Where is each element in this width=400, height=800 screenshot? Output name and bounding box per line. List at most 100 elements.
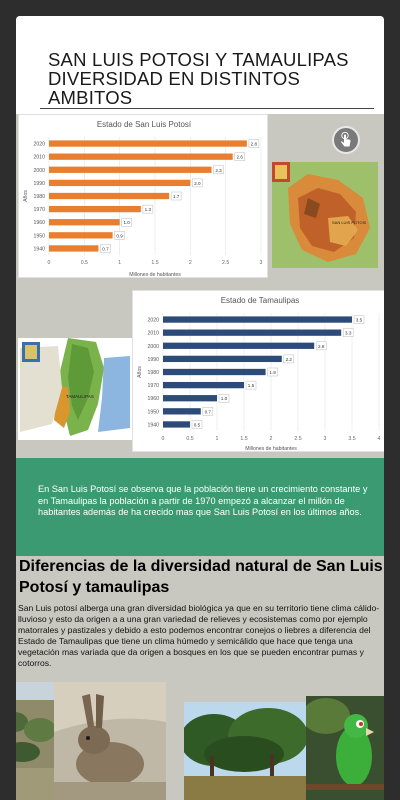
slp-category-label: 2000 — [33, 168, 45, 174]
slp-data-label: 1.3 — [145, 207, 152, 212]
tam-category-label: 2020 — [147, 318, 159, 324]
touch-icon-button[interactable] — [332, 126, 360, 154]
diversity-heading: Diferencias de la diversidad natural de … — [19, 558, 383, 596]
tam-category-label: 1960 — [147, 396, 159, 402]
tam-x-tick-label: 3.5 — [348, 436, 355, 442]
slp-population-chart: Estado de San Luis Potosí 0 0.5 1 1.5 2 2.5 3 Mi… — [18, 114, 268, 278]
tam-category-label: 1990 — [147, 357, 159, 363]
slp-x-axis-label: Millones de habitantes — [129, 272, 181, 278]
tam-x-tick-label: 1 — [216, 436, 219, 442]
tam-x-tick-label: 4 — [378, 436, 381, 442]
slp-bar — [49, 140, 247, 147]
slp-category-label: 1980 — [33, 194, 45, 200]
slp-data-label: 2.3 — [215, 168, 222, 173]
slp-x-tick-label: 0 — [48, 260, 51, 266]
tam-x-axis-label: Millones de habitantes — [245, 446, 297, 452]
slp-x-tick-label: 1.5 — [151, 260, 158, 266]
tamaulipas-population-chart: Estado de Tamaulipas 0 0.5 1 1.5 2 2.5 3 3.5 4 Mil… — [132, 290, 384, 452]
slp-x-tick-label: 0.5 — [81, 260, 88, 266]
slp-data-label: 2.0 — [194, 181, 201, 186]
tam-x-tick-label: 3 — [324, 436, 327, 442]
tam-category-label: 1980 — [147, 370, 159, 376]
title-divider — [40, 108, 374, 109]
summary-text: En San Luis Potosí se observa que la pob… — [38, 484, 368, 517]
tam-data-label: 3.5 — [356, 318, 363, 323]
tam-data-label-box — [245, 380, 257, 390]
tam-x-tick-label: 0.5 — [186, 436, 193, 442]
slp-category-label: 1940 — [33, 246, 45, 252]
slp-data-label: 2.6 — [237, 155, 244, 160]
tamaulipas-map-label: TAMAULIPAS — [66, 394, 94, 399]
tam-data-label-box — [267, 367, 278, 377]
tam-category-label: 2010 — [147, 331, 159, 337]
slp-chart-title: Estado de San Luis Potosí — [97, 120, 192, 129]
parrot-photo — [306, 696, 384, 800]
slp-data-label-box — [213, 165, 224, 175]
slp-bar — [49, 205, 141, 213]
tam-data-label: 2.8 — [318, 344, 325, 349]
tam-data-label-box — [283, 354, 295, 364]
slp-data-label: 0.9 — [116, 233, 123, 238]
page-title-line1: SAN LUIS POTOSI Y TAMAULIPAS — [48, 49, 349, 70]
tam-bar — [163, 368, 266, 376]
slp-category-label: 2010 — [33, 155, 45, 161]
tam-data-label-box — [191, 420, 203, 429]
tam-bar — [163, 342, 315, 349]
slp-data-label: 0.7 — [102, 246, 109, 251]
tam-data-label: 1.0 — [221, 396, 228, 401]
tam-data-label: 1.9 — [269, 370, 276, 375]
tamaulipas-map: TAMAULIPAS — [18, 328, 132, 440]
tam-chart-svg: Estado de Tamaulipas 0 0.5 1 1.5 2 2.5 3 3.5 4 Mil… — [137, 296, 381, 452]
poster-page: SAN LUIS POTOSI Y TAMAULIPAS DIVERSIDAD … — [16, 16, 384, 800]
tam-bar — [163, 355, 282, 363]
slp-category-label: 1950 — [33, 233, 45, 239]
tam-bar — [163, 421, 190, 428]
slp-data-label-box — [234, 152, 245, 161]
tam-data-label-box — [202, 407, 214, 416]
tam-data-label: 1.5 — [248, 383, 255, 388]
tam-bar — [163, 408, 201, 415]
page-title: SAN LUIS POTOSI Y TAMAULIPAS DIVERSIDAD … — [48, 50, 384, 107]
summary-box: En San Luis Potosí se observa que la pob… — [16, 458, 384, 556]
tam-category-label: 2000 — [147, 344, 159, 350]
scrubland-photo — [16, 682, 56, 800]
slp-category-label: 1990 — [33, 181, 45, 187]
slp-data-label-box — [142, 204, 154, 214]
rabbit-photo — [54, 682, 166, 800]
slp-data-label-box — [121, 217, 132, 227]
tam-data-label-box — [218, 393, 230, 403]
slp-bar — [49, 153, 233, 160]
slp-bar — [49, 179, 191, 187]
slp-x-tick-label: 2.5 — [222, 260, 229, 266]
tam-x-tick-label: 1.5 — [240, 436, 247, 442]
diversity-text: San Luis potosí alberga una gran diversi… — [18, 603, 380, 668]
tam-bar — [163, 381, 244, 389]
tam-bar — [163, 316, 352, 323]
slp-data-label-box — [100, 244, 111, 253]
tam-bar — [163, 395, 217, 402]
slp-y-axis-label: Años — [23, 190, 29, 202]
tam-data-label: 3.3 — [345, 331, 352, 336]
slp-data-label-box — [114, 231, 125, 240]
tam-data-label: 0.7 — [205, 409, 212, 414]
slp-data-label: 1.0 — [123, 220, 130, 225]
tam-bar — [163, 329, 342, 336]
slp-data-label: 1.7 — [173, 194, 180, 199]
slp-x-tick-label: 1 — [118, 260, 121, 266]
slp-category-label: 1970 — [33, 207, 45, 213]
tam-data-label-box — [342, 328, 354, 337]
page-title-line2: DIVERSIDAD EN DISTINTOS AMBITOS — [48, 68, 300, 108]
slp-data-label-box — [248, 139, 260, 148]
slp-data-label-box — [192, 178, 203, 188]
title-block: SAN LUIS POTOSI Y TAMAULIPAS DIVERSIDAD … — [16, 16, 384, 114]
slp-data-label-box — [170, 191, 182, 201]
tam-x-tick-label: 2.5 — [294, 436, 301, 442]
slp-bar — [49, 192, 170, 200]
slp-chart-svg: Estado de San Luis Potosí 0 0.5 1 1.5 2 2.5 3 Mi… — [23, 120, 263, 278]
slp-map-label: SAN LUIS POTOSI — [332, 220, 367, 225]
tam-data-label-box — [353, 315, 365, 324]
tam-category-label: 1950 — [147, 409, 159, 415]
touch-icon — [341, 131, 351, 147]
tam-chart-title: Estado de Tamaulipas — [221, 296, 300, 305]
slp-bar — [49, 232, 113, 239]
